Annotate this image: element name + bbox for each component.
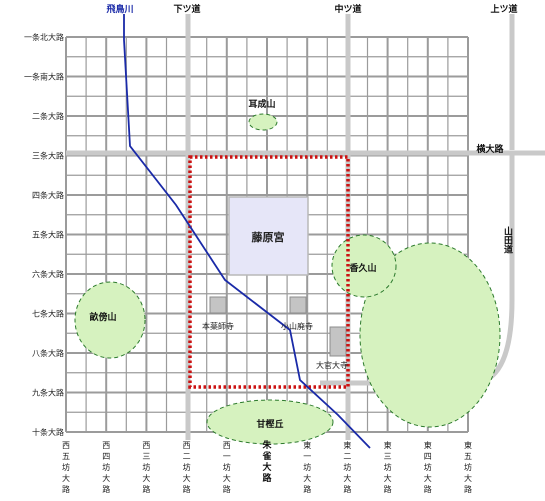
column-label-char: 大: [223, 473, 231, 483]
column-label-char: 雀: [261, 450, 271, 462]
column-label-char: 坊: [303, 462, 311, 472]
shimotsumichi-label: 下ツ道: [173, 3, 200, 15]
column-label-char: 大: [464, 473, 472, 483]
column-label-char: 西: [223, 441, 231, 450]
column-label-char: 五: [464, 452, 472, 461]
column-label-char: 一: [303, 452, 311, 461]
kamitsumichi-label: 上ツ道: [490, 3, 517, 15]
column-label-char: 西: [102, 441, 110, 450]
column-label-char: 大: [343, 473, 351, 483]
row-label: 一条南大路: [24, 72, 64, 82]
kaguyama-area-hill: [359, 242, 501, 428]
column-label-char: 大: [142, 473, 150, 483]
column-label-char: 大: [62, 473, 70, 483]
column-label-char: 坊: [343, 462, 351, 472]
column-label-char: 路: [223, 484, 231, 494]
nakatsumichi-label: 中ツ道: [334, 3, 361, 15]
oyamahaiji-block: [289, 296, 307, 314]
column-label-char: 坊: [62, 462, 70, 472]
column-label-char: 路: [343, 484, 351, 494]
column-label-char: 路: [262, 472, 272, 484]
row-label: 五条大路: [32, 230, 64, 240]
column-label-char: 坊: [424, 462, 432, 472]
column-label-char: 大: [102, 473, 110, 483]
row-label: 七条大路: [32, 309, 64, 319]
asuka-river: [123, 14, 371, 449]
column-label-char: 大: [303, 473, 311, 483]
column-label-char: 四: [102, 452, 110, 461]
row-label: 十条大路: [32, 427, 64, 437]
column-label-char: 二: [183, 452, 191, 461]
column-label-char: 大: [424, 473, 432, 483]
row-label: 一条北大路: [24, 32, 64, 42]
hills: [74, 113, 501, 428]
miminashi-label: 耳成山: [248, 98, 275, 110]
column-label-char: 路: [424, 484, 432, 494]
column-label-char: 東: [424, 440, 432, 450]
kaguyama-label: 香久山: [348, 262, 376, 274]
capital-boundary: [188, 155, 350, 389]
amakashi-hill: [206, 399, 334, 445]
column-label-char: 一: [223, 452, 231, 461]
column-label-char: 大: [384, 473, 392, 483]
row-label: 八条大路: [32, 348, 64, 358]
palace-label: 藤原宮: [252, 230, 285, 244]
motoyakushiji-label: 本薬師寺: [202, 321, 234, 331]
row-label: 九条大路: [32, 388, 64, 398]
column-label-char: 東: [384, 440, 392, 450]
column-label-char: 路: [183, 484, 191, 494]
column-label-char: 坊: [384, 462, 392, 472]
column-label-char: 三: [384, 452, 392, 461]
column-label-char: 坊: [183, 462, 191, 472]
column-label-char: 路: [102, 484, 110, 494]
column-label-char: 路: [464, 484, 472, 494]
daikandaiji-block: [329, 326, 347, 357]
column-label-char: 坊: [142, 462, 150, 472]
column-label-char: 坊: [102, 462, 110, 472]
row-label: 三条大路: [32, 151, 64, 161]
column-label-char: 路: [384, 484, 392, 494]
column-label-char: 路: [303, 484, 311, 494]
column-label-char: 東: [464, 440, 472, 450]
oyamahaiji-label: 小山廃寺: [281, 321, 313, 331]
miminashi-hill: [248, 113, 278, 131]
daikandaiji-label: 大官大寺: [316, 360, 348, 370]
column-label-char: 路: [142, 484, 150, 494]
column-label-char: 坊: [223, 462, 231, 472]
yokooji-label: 横大路: [476, 143, 504, 155]
motoyakushiji-block: [209, 296, 227, 314]
yamadamichi-label: 山田道: [502, 225, 513, 254]
column-label-char: 東: [343, 440, 351, 450]
unebi-label: 畝傍山: [89, 311, 116, 323]
column-label-char: 坊: [464, 462, 472, 472]
row-label: 二条大路: [32, 111, 64, 121]
column-label-char: 四: [424, 452, 432, 461]
column-label-char: 朱: [261, 439, 272, 451]
row-label: 四条大路: [32, 190, 64, 200]
column-label-char: 西: [62, 441, 70, 450]
temples: [209, 296, 347, 357]
row-labels: 一条北大路一条南大路二条大路三条大路四条大路五条大路六条大路七条大路八条大路九条…: [24, 32, 64, 437]
column-label-char: 東: [303, 440, 311, 450]
row-label: 六条大路: [32, 269, 64, 279]
column-label-char: 大: [262, 461, 271, 473]
column-label-char: 路: [62, 484, 70, 494]
column-label-char: 三: [142, 452, 150, 461]
column-labels: 西五坊大路西四坊大路西三坊大路西二坊大路西一坊大路朱雀大路東一坊大路東二坊大路東…: [62, 439, 472, 494]
unebi-hill: [74, 281, 146, 359]
column-label-char: 五: [62, 452, 70, 461]
column-label-char: 西: [183, 441, 191, 450]
column-label-char: 二: [343, 452, 351, 461]
amakashi-label: 甘樫丘: [256, 418, 283, 430]
river-label: 飛鳥川: [105, 3, 133, 15]
palace-block: [228, 196, 309, 276]
column-label-char: 西: [142, 441, 150, 450]
column-label-char: 大: [183, 473, 191, 483]
